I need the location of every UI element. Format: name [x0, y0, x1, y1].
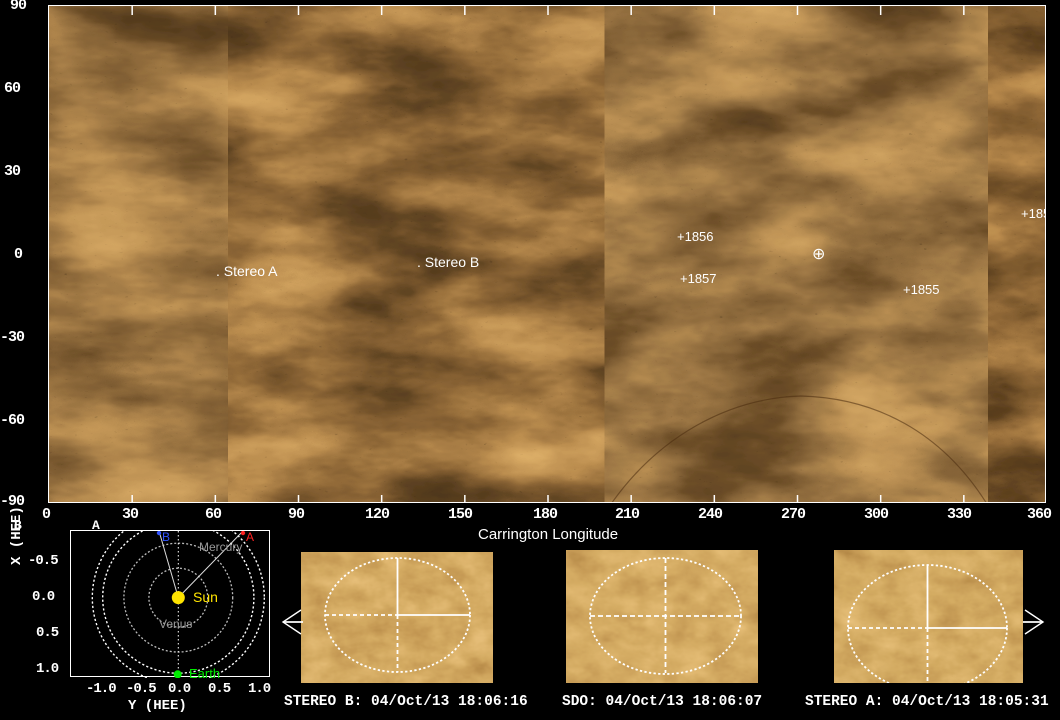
- svg-text:Venus: Venus: [159, 617, 192, 631]
- svg-text:Earth: Earth: [189, 666, 220, 678]
- svg-text:Mercury: Mercury: [199, 540, 242, 554]
- svg-text:B: B: [162, 531, 170, 544]
- svg-text:Sun: Sun: [193, 589, 218, 605]
- svg-text:A: A: [246, 531, 254, 544]
